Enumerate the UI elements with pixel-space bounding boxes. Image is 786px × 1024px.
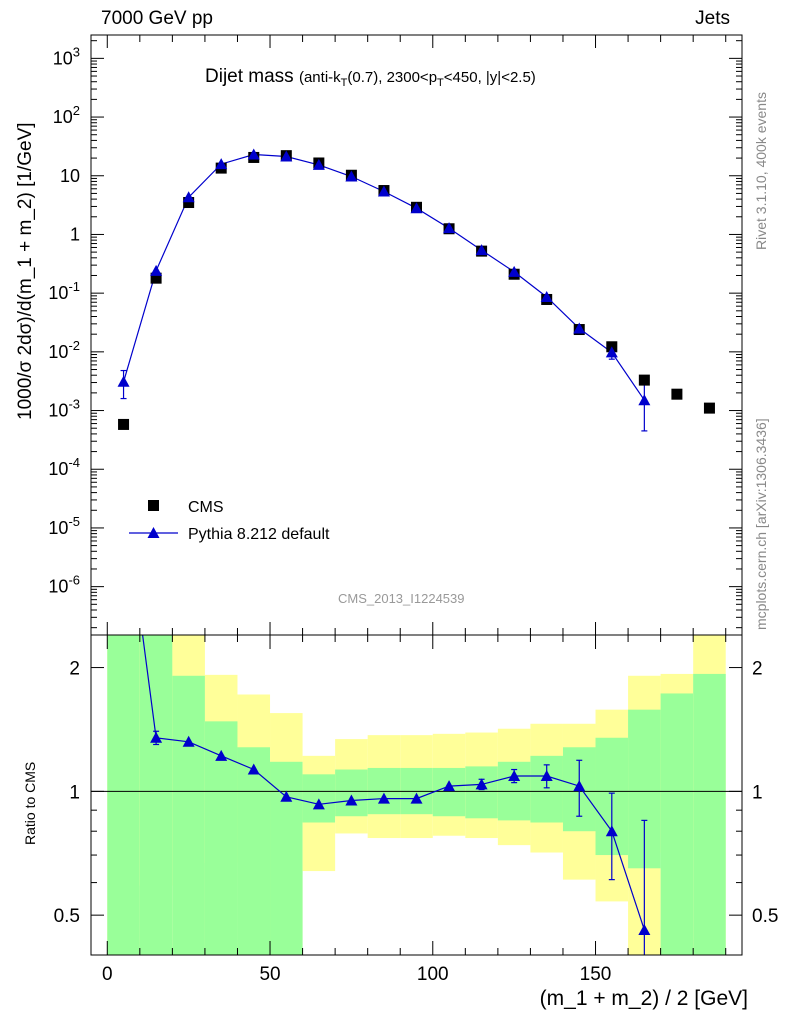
cms-point (671, 388, 683, 400)
ratio-point (215, 749, 228, 761)
chart-title: Dijet mass (anti-kT(0.7), 2300<pT<450, |… (205, 66, 536, 89)
ratio-band-green (660, 693, 694, 955)
upper-ticks: 10-6 10-5 10-4 10-3 10-2 10-1 1 10 102 103 (48, 35, 742, 635)
ratio-band-green (204, 721, 238, 955)
lower-ytick-label-right: 2 (752, 659, 763, 680)
upper-ytick-label: 10-6 (48, 573, 80, 597)
lower-frame (90, 634, 743, 956)
upper-ytick-label: 10-2 (48, 338, 80, 362)
legend-pythia-marker (147, 527, 160, 538)
ratio-point (410, 792, 423, 804)
pythia-point (312, 158, 325, 170)
ratio-band-green (237, 747, 271, 955)
pythia-point (117, 375, 130, 387)
lower-band-layer (107, 635, 726, 955)
cms-point (183, 197, 195, 209)
upper-data-layer (117, 148, 715, 432)
pythia-point (540, 290, 553, 302)
upper-panel: 10-6 10-5 10-4 10-3 10-2 10-1 1 10 102 103 (48, 34, 743, 636)
upper-ylabel: 1000/σ 2dσ)/d(m_1 + m_2) [1/GeV] (15, 122, 36, 420)
ratio-point (182, 735, 195, 747)
pythia-point (345, 170, 358, 182)
pythia-point (215, 158, 228, 170)
ratio-point (638, 924, 651, 936)
pythia-point (605, 346, 618, 358)
lower-ytick-label: 2 (69, 659, 80, 680)
lower-ytick-label-right: 0.5 (752, 906, 778, 927)
analysis-id: CMS_2013_I1224539 (338, 591, 465, 606)
pythia-point (475, 244, 488, 256)
lower-data-layer (118, 484, 651, 955)
upper-ytick-label: 10-5 (48, 514, 80, 538)
ratio-point (573, 780, 586, 792)
xtick-label: 0 (102, 964, 113, 985)
ratio-band-green (139, 635, 173, 955)
ratio-band-green (465, 766, 498, 819)
lower-ytick-label: 1 (69, 782, 80, 803)
lower-ytick-label-right: 1 (752, 782, 763, 803)
upper-ytick-label: 103 (53, 44, 80, 68)
x-axis-label: (m_1 + m_2) / 2 [GeV] (539, 987, 748, 1010)
lower-ticks: 0.5 0.5 1 1 2 2 0 50 100 150 (54, 635, 778, 985)
chart-subtitle: (anti-kT(0.7), 2300<pT<450, |y|<2.5) (298, 69, 536, 89)
header-left: 7000 GeV pp (101, 8, 213, 29)
ratio-point (247, 763, 260, 775)
xtick-label: 150 (580, 964, 612, 985)
mcplots-label: mcplots.cern.ch [arXiv:1306.3436] (753, 418, 769, 630)
ratio-point (508, 769, 521, 781)
ratio-point (118, 484, 130, 495)
xtick-label: 100 (417, 964, 449, 985)
header-right: Jets (695, 8, 730, 29)
pythia-point (508, 265, 521, 277)
lower-panel: 0.5 0.5 1 1 2 2 0 50 100 150 (54, 484, 778, 985)
ratio-band-green (107, 635, 140, 955)
cms-point (118, 418, 130, 430)
lower-ylabel: Ratio to CMS (22, 761, 38, 845)
upper-ytick-label: 10 (60, 166, 80, 186)
upper-ytick-label: 10-3 (48, 397, 80, 421)
pythia-point (443, 222, 456, 234)
cms-point (638, 374, 650, 386)
ratio-band-green (432, 767, 466, 817)
upper-ytick-label: 102 (53, 103, 80, 127)
pythia-point (638, 394, 651, 406)
pythia-point (410, 202, 423, 214)
ratio-point (605, 825, 618, 837)
ratio-point (150, 731, 163, 743)
ratio-point (475, 778, 488, 790)
cms-point (150, 272, 162, 284)
ratio-point (377, 792, 390, 804)
ratio-point (312, 798, 325, 810)
ratio-point (280, 790, 293, 802)
ratio-point (443, 780, 456, 792)
pythia-point (182, 191, 195, 203)
chart-title-main: Dijet mass (205, 66, 294, 87)
ratio-band-green (335, 769, 368, 817)
lower-ytick-label: 0.5 (54, 906, 80, 927)
pythia-point (377, 185, 390, 197)
rivet-label: Rivet 3.1.10, 400k events (753, 92, 769, 250)
pythia-point (280, 150, 293, 162)
cms-point (703, 402, 715, 414)
legend-cms-marker (148, 500, 159, 511)
legend: CMS Pythia 8.212 default (129, 499, 330, 543)
upper-ytick-label: 1 (70, 224, 80, 244)
ratio-point (345, 794, 358, 806)
upper-ytick-label: 10-1 (48, 279, 80, 303)
legend-cms-label: CMS (188, 499, 224, 516)
pythia-point (573, 322, 586, 334)
ratio-band-green (172, 675, 205, 955)
xtick-label: 50 (259, 964, 280, 985)
legend-pythia-label: Pythia 8.212 default (188, 526, 330, 543)
upper-ytick-label: 10-4 (48, 455, 80, 479)
pythia-point (150, 264, 163, 276)
upper-frame (90, 34, 743, 636)
pythia-point (247, 148, 260, 160)
ratio-band-green (693, 673, 726, 955)
ratio-point (540, 769, 553, 781)
